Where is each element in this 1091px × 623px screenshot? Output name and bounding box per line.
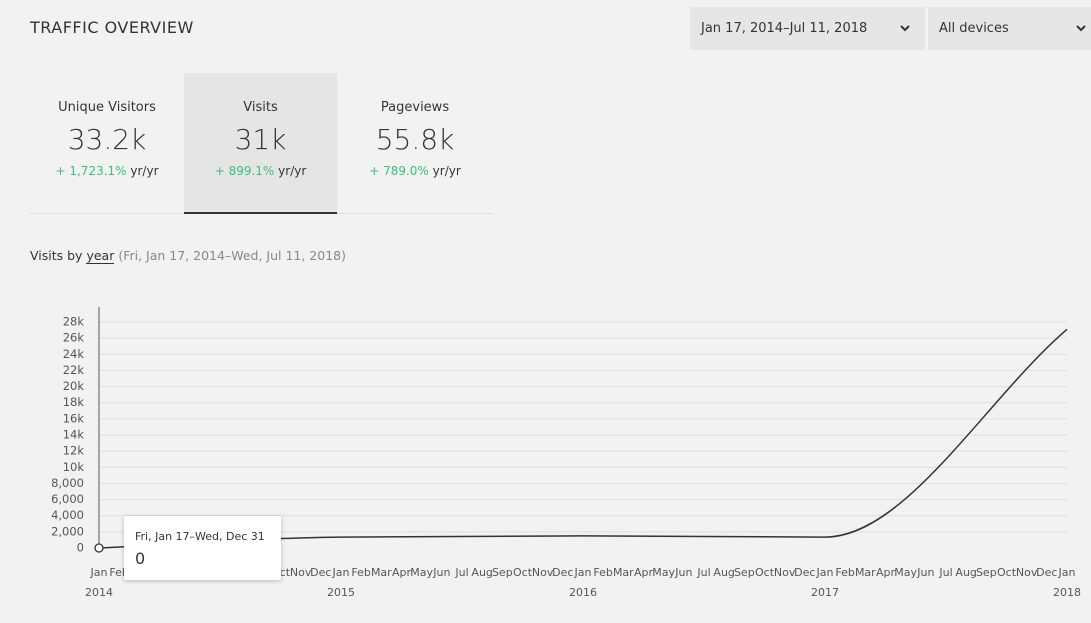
y-tick-label: 28k: [63, 315, 85, 329]
x-month-label: Dec: [552, 566, 573, 579]
x-month-label: Dec: [310, 566, 331, 579]
x-month-label: May: [652, 566, 675, 579]
metric-change: + 1,723.1%: [55, 164, 127, 178]
x-year-label: 2014: [85, 586, 113, 599]
x-month-label: Dec: [1036, 566, 1057, 579]
x-year-label: 2017: [811, 586, 839, 599]
x-month-label: Jan: [332, 566, 350, 579]
y-tick-label: 24k: [63, 347, 85, 361]
x-month-label: Feb: [593, 566, 612, 579]
x-month-label: Jan: [90, 566, 108, 579]
y-tick-label: 10k: [63, 460, 85, 474]
x-month-label: Aug: [471, 566, 492, 579]
date-range-dropdown[interactable]: Jan 17, 2014–Jul 11, 2018: [690, 7, 925, 50]
x-month-label: Nov: [290, 566, 312, 579]
hover-point: [94, 543, 104, 553]
x-month-label: Apr: [876, 566, 896, 579]
device-dropdown[interactable]: All devices: [928, 7, 1091, 50]
metric-change: + 899.1%: [214, 164, 275, 178]
metric-tab[interactable]: Pageviews 55.8k + 789.0% yr/yr: [337, 73, 493, 214]
y-tick-label: 2,000: [51, 524, 84, 538]
y-tick-label: 18k: [63, 395, 85, 409]
x-month-label: Jul: [938, 566, 952, 579]
x-month-label: Dec: [794, 566, 815, 579]
metric-change-unit: yr/yr: [130, 164, 159, 178]
chevron-icon: [900, 25, 910, 32]
x-month-label: Aug: [955, 566, 976, 579]
metric-label: Pageviews: [380, 100, 450, 115]
x-month-label: Jan: [574, 566, 592, 579]
x-month-label: Feb: [835, 566, 854, 579]
tooltip: Fri, Jan 17–Wed, Dec 31 0: [124, 516, 281, 580]
chart-title: Visits by: [30, 248, 83, 263]
metric-value: 31k: [234, 123, 287, 156]
metric-value: 33.2k: [67, 123, 147, 156]
device-text: All devices: [939, 21, 1009, 36]
tooltip-label: Fri, Jan 17–Wed, Dec 31: [135, 530, 265, 543]
x-month-label: Mar: [371, 566, 392, 579]
y-tick-label: 8,000: [51, 476, 84, 490]
x-month-label: Mar: [855, 566, 876, 579]
page-title: TRAFFIC OVERVIEW: [30, 18, 194, 37]
x-month-label: Sep: [976, 566, 997, 579]
metric-change-unit: yr/yr: [278, 164, 307, 178]
x-month-label: Aug: [713, 566, 734, 579]
x-month-label: Jun: [674, 566, 692, 579]
x-month-label: Sep: [492, 566, 513, 579]
x-month-label: Mar: [613, 566, 634, 579]
x-month-label: Nov: [532, 566, 554, 579]
x-year-label: 2016: [569, 586, 597, 599]
x-month-label: Apr: [392, 566, 412, 579]
x-month-label: Oct: [513, 566, 533, 579]
y-tick-label: 22k: [63, 363, 85, 377]
metric-label: Unique Visitors: [58, 100, 156, 115]
metric-tab[interactable]: Unique Visitors 33.2k + 1,723.1% yr/yr: [30, 73, 184, 214]
x-month-label: Sep: [734, 566, 755, 579]
chart-heading: Visits by year (Fri, Jan 17, 2014–Wed, J…: [30, 248, 346, 264]
x-month-label: Nov: [774, 566, 796, 579]
x-month-label: Jul: [696, 566, 710, 579]
y-tick-label: 6,000: [51, 492, 84, 506]
x-month-label: Jan: [1058, 566, 1076, 579]
metric-label: Visits: [243, 100, 278, 115]
y-tick-label: 26k: [63, 331, 85, 345]
y-tick-label: 14k: [63, 428, 85, 442]
x-month-label: May: [894, 566, 917, 579]
x-month-label: May: [410, 566, 433, 579]
y-tick-label: 0: [77, 541, 84, 555]
date-range-text: Jan 17, 2014–Jul 11, 2018: [701, 21, 868, 36]
metric-value: 55.8k: [375, 123, 455, 156]
y-tick-label: 16k: [63, 411, 85, 425]
metric-tab-selected[interactable]: Visits 31k + 899.1% yr/yr: [184, 73, 337, 214]
x-month-label: Oct: [997, 566, 1017, 579]
metric-change-unit: yr/yr: [432, 164, 461, 178]
x-month-label: Jan: [816, 566, 834, 579]
metric-change: + 789.0%: [369, 164, 429, 178]
x-month-label: Jun: [916, 566, 934, 579]
x-month-label: Apr: [634, 566, 654, 579]
x-year-label: 2018: [1053, 586, 1081, 599]
period-selector[interactable]: year: [86, 248, 115, 264]
x-month-label: Jun: [432, 566, 450, 579]
chart-subtitle: (Fri, Jan 17, 2014–Wed, Jul 11, 2018): [118, 248, 346, 263]
x-year-label: 2015: [327, 586, 355, 599]
tooltip-value: 0: [135, 549, 146, 568]
y-tick-label: 20k: [63, 379, 85, 393]
y-tick-label: 12k: [63, 444, 85, 458]
x-month-label: Oct: [755, 566, 775, 579]
x-month-label: Feb: [351, 566, 370, 579]
x-month-label: Nov: [1016, 566, 1038, 579]
chevron-icon: [1076, 25, 1086, 32]
x-month-label: Jul: [454, 566, 468, 579]
y-tick-label: 4,000: [51, 508, 84, 522]
